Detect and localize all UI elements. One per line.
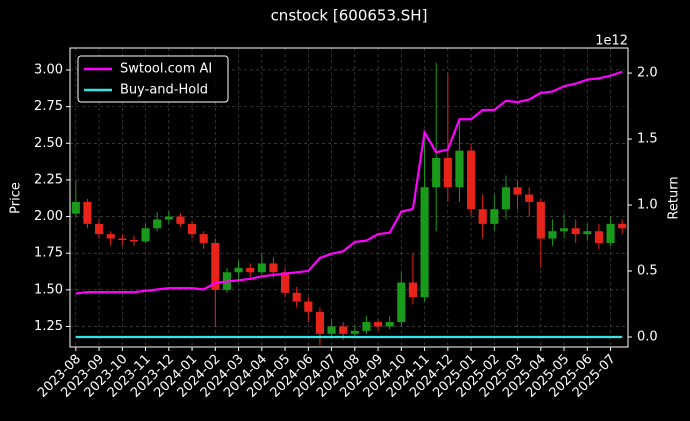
legend-label: Swtool.com AI	[120, 62, 212, 77]
y-tick-label: 1.75	[34, 246, 63, 261]
candle-body	[141, 228, 150, 242]
candle-body	[269, 263, 278, 273]
y-tick-label: 2.25	[34, 172, 63, 187]
y2-tick-label: 1.0	[637, 198, 658, 213]
candle-body	[525, 194, 534, 202]
candle-body	[571, 228, 580, 235]
candle-body	[432, 157, 441, 188]
candle-body	[176, 216, 185, 224]
y-tick-label: 2.00	[34, 209, 63, 224]
candle-body	[583, 231, 592, 235]
y-axis-label: Price	[9, 182, 24, 214]
candle-body	[350, 330, 359, 334]
candle-body	[385, 322, 394, 327]
candle-body	[397, 282, 406, 323]
candle-body	[71, 201, 80, 214]
y-tick-label: 2.50	[34, 136, 63, 151]
y2-tick-label: 0.5	[637, 263, 658, 278]
candle-body	[466, 150, 476, 210]
y2-tick-label: 0.0	[637, 329, 658, 344]
plot-frame	[69, 47, 629, 348]
candle-body	[280, 272, 290, 293]
candle-body	[94, 223, 104, 235]
candle-body	[315, 311, 325, 334]
chart-title: cnstock [600653.SH]	[271, 7, 428, 25]
candle-body	[478, 209, 487, 224]
y-tick-label: 1.50	[34, 282, 63, 297]
candle-body	[408, 282, 418, 298]
legend-label: Buy-and-Hold	[120, 83, 208, 98]
candle-body	[594, 231, 604, 243]
candle-body	[513, 187, 522, 195]
candle-body	[304, 301, 313, 312]
candle-body	[211, 242, 220, 290]
candle-body	[548, 231, 557, 239]
y-tick-label: 3.00	[34, 62, 63, 77]
candle-body	[118, 238, 127, 241]
candle-body	[246, 267, 255, 273]
candle-body	[153, 219, 162, 229]
candle-body	[420, 187, 429, 298]
y2-tick-label: 1.5	[637, 132, 658, 147]
candle-body	[618, 223, 627, 229]
candle-body	[501, 187, 511, 210]
candle-body	[362, 322, 371, 331]
candle-body	[455, 150, 464, 188]
candle-body	[292, 292, 301, 302]
series-line	[75, 70, 623, 295]
candle-body	[199, 234, 208, 243]
candle-body	[373, 322, 383, 327]
legend-box	[77, 55, 229, 103]
candle-body	[606, 223, 615, 243]
candle-body	[257, 263, 266, 273]
candle-body	[490, 209, 499, 224]
candle-body	[327, 326, 336, 334]
candle-body	[164, 216, 173, 220]
y-tick-label: 2.75	[34, 99, 63, 114]
candle-body	[129, 240, 139, 242]
candle-body	[83, 201, 92, 224]
candle-body	[234, 267, 243, 273]
candle-body	[536, 201, 545, 239]
candle-body	[339, 326, 348, 334]
y2-axis-label: Return	[667, 176, 682, 219]
y2-offset-label: 1e12	[595, 34, 628, 49]
y-tick-label: 1.25	[34, 319, 63, 334]
y2-tick-label: 2.0	[637, 66, 658, 81]
candle-body	[106, 234, 115, 239]
candle-body	[559, 228, 569, 232]
candle-body	[187, 223, 197, 235]
candle-body	[443, 157, 452, 188]
